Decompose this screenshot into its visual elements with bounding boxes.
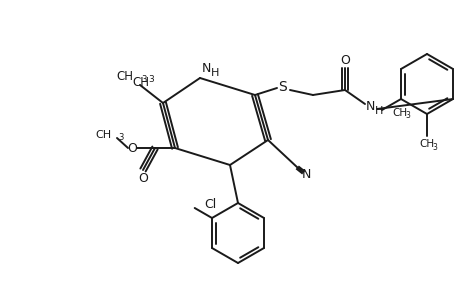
Text: H: H (374, 106, 382, 116)
Text: CH: CH (95, 130, 112, 140)
Text: N: N (301, 169, 310, 182)
Text: H: H (210, 68, 218, 78)
Text: CH: CH (419, 139, 434, 149)
Text: N: N (201, 62, 210, 76)
Text: CH: CH (132, 76, 149, 89)
Text: O: O (127, 142, 137, 154)
Text: 3: 3 (431, 142, 437, 152)
Text: S: S (278, 80, 287, 94)
Text: CH: CH (116, 70, 133, 83)
Text: 3: 3 (405, 112, 409, 121)
Text: N: N (364, 100, 374, 112)
Text: O: O (138, 172, 148, 185)
Text: Cl: Cl (204, 199, 217, 212)
Text: 3: 3 (118, 134, 123, 142)
Text: CH: CH (391, 108, 406, 118)
Text: 3: 3 (148, 76, 154, 85)
Text: 3: 3 (141, 76, 146, 85)
Text: O: O (339, 53, 349, 67)
